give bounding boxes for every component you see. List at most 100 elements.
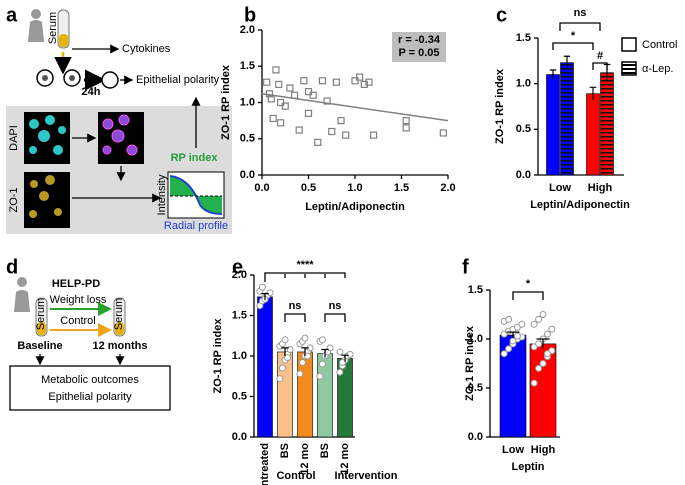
- point: [530, 379, 538, 387]
- point: [337, 117, 345, 125]
- point: [318, 77, 327, 85]
- point: [304, 109, 313, 117]
- error-bar: [301, 347, 309, 356]
- diagram-d: HELP-PD Serum Serum Weight loss Control …: [9, 277, 171, 411]
- y-tick-label: 1.0: [232, 350, 247, 362]
- label: Control: [60, 315, 95, 327]
- point: [316, 372, 324, 380]
- y-tick-label: 1.0: [240, 96, 255, 108]
- panel-label: a: [6, 4, 18, 26]
- point: [276, 375, 284, 383]
- label: Epithelial polarity: [136, 74, 220, 86]
- point: [277, 98, 285, 107]
- bracket: [324, 313, 346, 322]
- label: Serum: [113, 298, 125, 330]
- point: [535, 315, 543, 323]
- point: [265, 90, 274, 98]
- point: [336, 348, 344, 356]
- x-tick-label: Low: [549, 182, 571, 194]
- label: RP index: [171, 152, 219, 164]
- x-tick-label: 0.5: [301, 182, 316, 194]
- point: [356, 73, 364, 81]
- diagram-a: Serum Cytokines 24h Epithelial polarity …: [6, 9, 232, 234]
- x-tick-label: High: [588, 182, 613, 194]
- y-axis-label: ZO-1 RP index: [464, 325, 476, 401]
- bracket: [284, 274, 326, 278]
- point: [278, 364, 286, 372]
- point: [267, 95, 275, 103]
- x-tick-label: 2.0: [440, 182, 455, 194]
- point: [548, 325, 556, 333]
- point: [505, 345, 513, 353]
- label: Epithelial polarity: [48, 391, 132, 403]
- point: [266, 289, 274, 297]
- y-tick-label: 1.0: [516, 78, 531, 90]
- point: [281, 336, 289, 344]
- y-axis-label: ZO-1 RP index: [220, 64, 232, 140]
- annotation: r = -0.34: [398, 34, 441, 46]
- y-tick-label: 0.0: [468, 431, 483, 443]
- bracket: [284, 313, 306, 322]
- label: 24h: [82, 86, 101, 98]
- y-tick-label: 0.0: [516, 169, 531, 181]
- error-bar: [563, 55, 571, 70]
- point: [370, 131, 378, 139]
- bracket: [559, 22, 601, 31]
- annotation: ns: [289, 300, 302, 312]
- x-tick-label: Low: [502, 444, 524, 456]
- bar: [586, 93, 600, 176]
- error-bar: [549, 69, 557, 80]
- x-tick-label: Untreated: [259, 443, 271, 485]
- x-axis-label: Leptin: [512, 461, 545, 473]
- error-bar: [281, 347, 289, 356]
- y-tick-label: 2.0: [240, 24, 255, 36]
- label: Metabolic outcomes: [41, 374, 139, 386]
- point: [346, 350, 354, 358]
- point: [263, 78, 271, 86]
- panel-label: d: [6, 256, 18, 278]
- group-label: Control: [276, 470, 315, 482]
- annotation: ns: [329, 300, 342, 312]
- point: [342, 131, 350, 139]
- annotation: #: [597, 50, 603, 62]
- group-label: Intervention: [335, 470, 398, 482]
- point: [338, 358, 346, 366]
- point: [318, 336, 326, 344]
- label: ZO-1: [8, 187, 20, 212]
- point: [318, 360, 326, 368]
- x-tick-label: 12 mo: [299, 443, 311, 475]
- x-tick-label: 1.0: [347, 182, 362, 194]
- point: [323, 97, 331, 105]
- point: [314, 138, 322, 146]
- label: Serum: [47, 12, 59, 44]
- y-axis-label: ZO-1 RP index: [494, 68, 506, 144]
- annotation: *: [571, 30, 576, 42]
- y-tick-label: 0.5: [516, 123, 531, 135]
- panel-label: f: [462, 256, 469, 278]
- point: [332, 78, 340, 86]
- point: [365, 78, 373, 86]
- x-axis-label: Leptin/Adiponectin: [305, 201, 405, 213]
- point: [402, 117, 410, 125]
- bar: [600, 72, 614, 176]
- error-bar: [261, 293, 269, 301]
- y-tick-label: 1.5: [232, 309, 247, 321]
- y-tick-label: 0.5: [240, 133, 255, 145]
- point: [336, 368, 344, 376]
- label: Cytokines: [122, 43, 171, 55]
- panel-label: c: [496, 4, 507, 26]
- point: [505, 315, 513, 323]
- point: [309, 91, 317, 99]
- y-tick-label: 2.0: [232, 269, 247, 281]
- label: HELP-PD: [52, 278, 100, 290]
- point: [518, 320, 526, 328]
- point: [543, 330, 551, 338]
- label: 12 months: [92, 340, 147, 352]
- y-tick-label: 1.5: [516, 32, 531, 44]
- point: [275, 80, 283, 88]
- y-tick-label: 0.5: [232, 390, 247, 402]
- x-axis-label: Leptin/Adiponectin: [530, 199, 630, 211]
- point: [286, 84, 294, 92]
- point: [439, 129, 447, 137]
